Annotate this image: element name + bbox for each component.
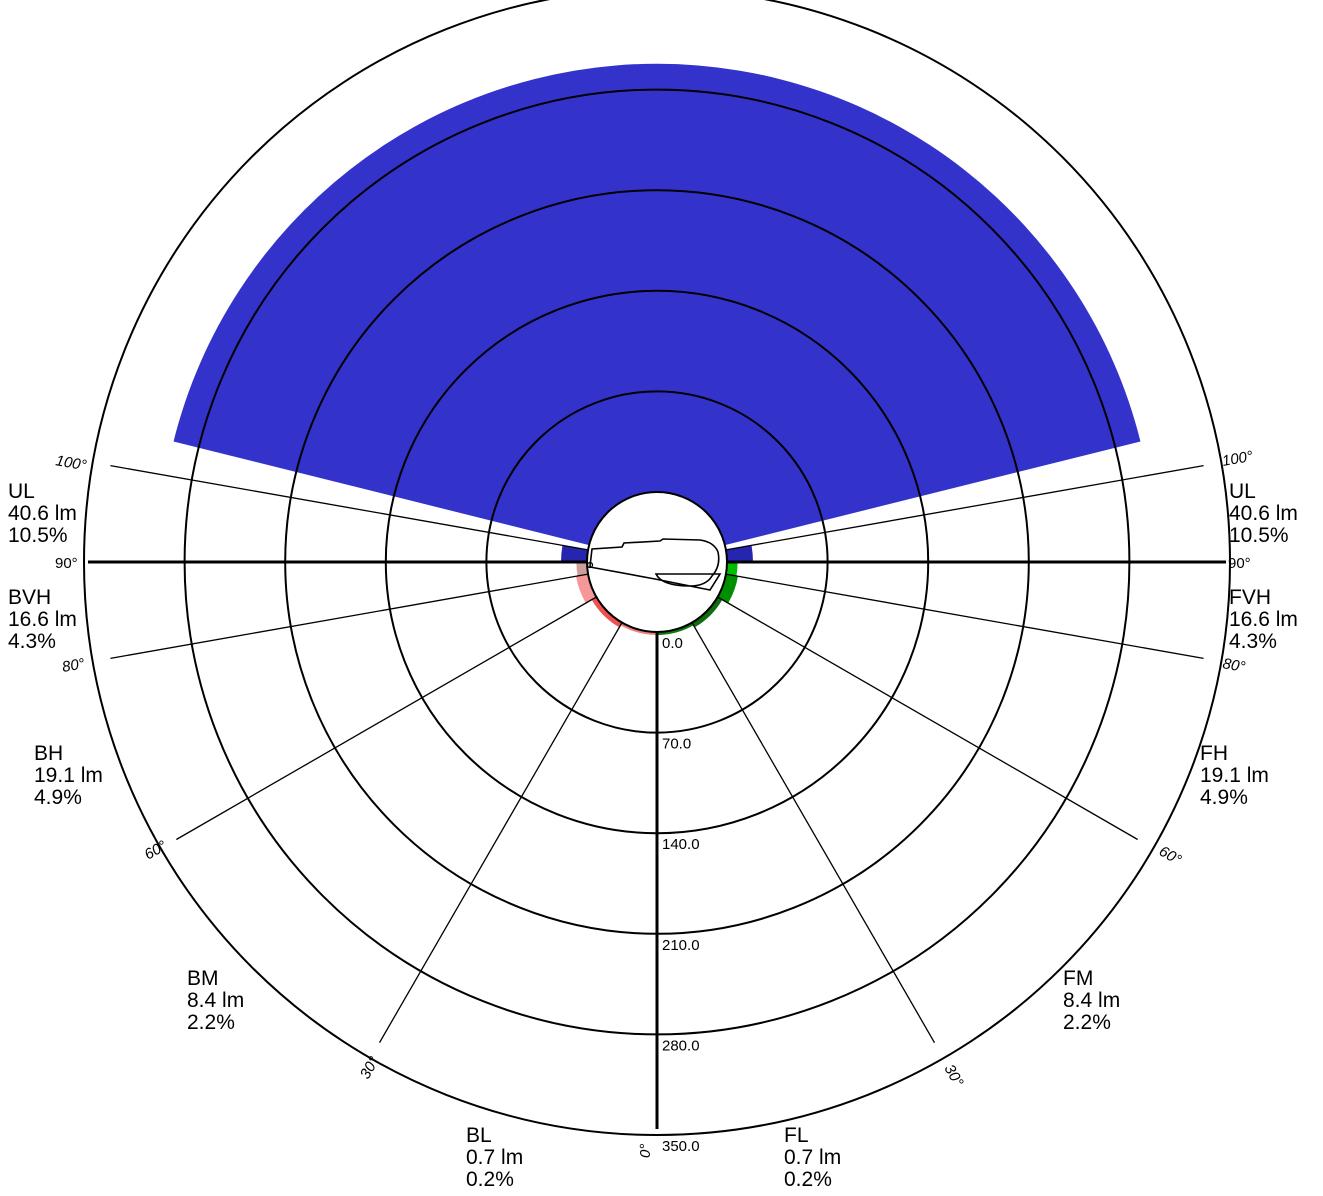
zone-arc-bh-left [576,574,597,604]
zone-arc-ul-left [561,545,589,562]
zone-label-bvh-left: 16.6 lm [8,608,77,631]
radial-tick-label: 280.0 [662,1037,700,1054]
luminaire-pivot [586,561,594,569]
angle-label-60-right: 60° [1156,843,1184,869]
zone-label-fh-right: 19.1 lm [1200,764,1269,787]
angle-line-80 [725,573,1204,660]
angle-label-30-right: 30° [941,1062,967,1090]
radial-tick-label: 140.0 [662,836,700,853]
angle-line-100 [110,464,589,551]
zone-label-fh-right: 4.9% [1200,786,1248,809]
zone-label-bm-left: BM [187,967,219,990]
radial-tick-label: 350.0 [662,1138,700,1155]
zone-label-bl-left: 0.7 lm [466,1146,523,1169]
zone-label-fm-right: FM [1063,967,1093,990]
angle-line-60 [176,596,597,841]
zone-label-bvh-left: BVH [8,586,51,609]
zone-label-fm-right: 2.2% [1063,1011,1111,1034]
angle-line-60 [717,596,1138,841]
uplight-wedge [173,63,1141,546]
angle-line-30 [378,622,623,1043]
zone-label-fh-right: FH [1200,742,1228,765]
zone-label-bvh-left: 4.3% [8,630,56,653]
zone-label-fl-right: 0.2% [784,1168,832,1191]
zone-label-ul-left: 40.6 lm [8,502,77,525]
zone-label-bl-left: BL [466,1124,492,1147]
zone-label-fvh-right: FVH [1229,586,1271,609]
zone-label-ul-right: UL [1229,480,1256,503]
zone-arc-fvh-right [725,562,738,577]
zone-label-fl-right: 0.7 lm [784,1146,841,1169]
angle-label-90-right: 90° [1228,555,1251,572]
zone-label-bl-left: 0.2% [466,1168,514,1191]
polar-grid [88,88,1226,1129]
zone-label-ul-left: UL [8,480,35,503]
zone-label-bh-left: BH [34,742,63,765]
angle-label-80-left: 80° [61,655,86,676]
zone-arc-bvh-left [576,562,589,577]
angle-label-90-left: 90° [55,555,78,572]
fixture-outline [586,538,722,591]
zone-label-fvh-right: 4.3% [1229,630,1277,653]
zone-label-fvh-right: 16.6 lm [1229,608,1298,631]
radial-tick-label: 0.0 [662,635,683,652]
angle-line-30 [691,622,936,1043]
zone-label-bm-left: 8.4 lm [187,989,244,1012]
zone-label-bm-left: 2.2% [187,1011,235,1034]
zone-label-fl-right: FL [784,1124,809,1147]
radial-tick-label: 210.0 [662,937,700,954]
radial-tick-label: 70.0 [662,736,691,753]
zone-label-ul-right: 40.6 lm [1229,502,1298,525]
angle-line-80 [110,573,589,660]
angle-label-100-right: 100° [1221,448,1255,470]
zone-arc-ul-right [725,545,753,562]
zone-label-ul-left: 10.5% [8,524,68,547]
zone-label-ul-right: 10.5% [1229,524,1289,547]
angle-label-0-center: 0° [637,1144,654,1158]
zone-label-bh-left: 4.9% [34,786,82,809]
angle-line-100 [725,464,1204,551]
zone-label-fm-right: 8.4 lm [1063,989,1120,1012]
inner-circle [586,491,728,633]
angle-label-100-left: 100° [54,452,88,474]
zone-fills [173,63,1141,635]
luminaire-outline [589,538,722,591]
angle-label-80-right: 80° [1221,655,1246,676]
zone-arc-fh-right [717,574,738,604]
zone-label-bh-left: 19.1 lm [34,764,103,787]
